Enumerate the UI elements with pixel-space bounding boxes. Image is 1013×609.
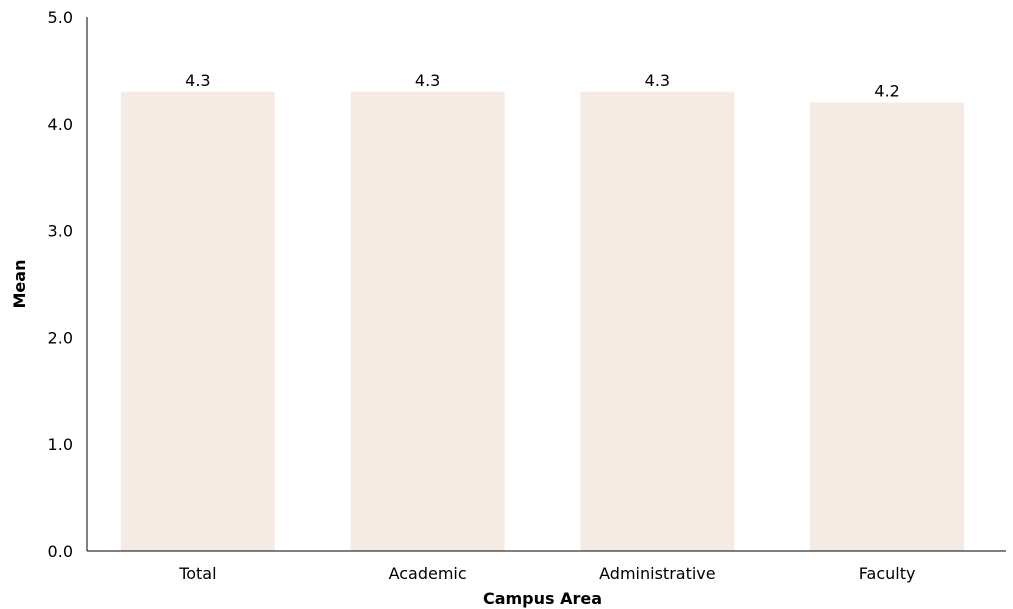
data-label: 4.3 <box>185 71 210 90</box>
y-ticks-group: 0.0 1.0 2.0 3.0 4.0 5.0 <box>48 8 73 561</box>
x-tick-label: Administrative <box>599 564 715 583</box>
y-tick-label: 4.0 <box>48 115 73 134</box>
x-tick-label: Total <box>178 564 216 583</box>
data-label: 4.2 <box>874 81 899 100</box>
y-axis-title: Mean <box>10 260 29 309</box>
y-tick-label: 0.0 <box>48 542 73 561</box>
bars-group <box>120 91 965 551</box>
y-tick-label: 3.0 <box>48 222 73 241</box>
x-tick-label: Academic <box>389 564 467 583</box>
bar-academic <box>350 91 505 551</box>
x-axis-title: Campus Area <box>483 589 602 608</box>
y-tick-label: 2.0 <box>48 328 73 347</box>
bar-total <box>120 91 275 551</box>
y-tick-label: 1.0 <box>48 435 73 454</box>
bar-faculty <box>810 102 965 551</box>
bar-administrative <box>580 91 735 551</box>
data-labels-group: 4.3 4.3 4.3 4.2 <box>185 71 900 101</box>
y-tick-label: 5.0 <box>48 8 73 27</box>
data-label: 4.3 <box>645 71 670 90</box>
x-ticks-group: Total Academic Administrative Faculty <box>178 564 915 583</box>
data-label: 4.3 <box>415 71 440 90</box>
x-tick-label: Faculty <box>859 564 916 583</box>
